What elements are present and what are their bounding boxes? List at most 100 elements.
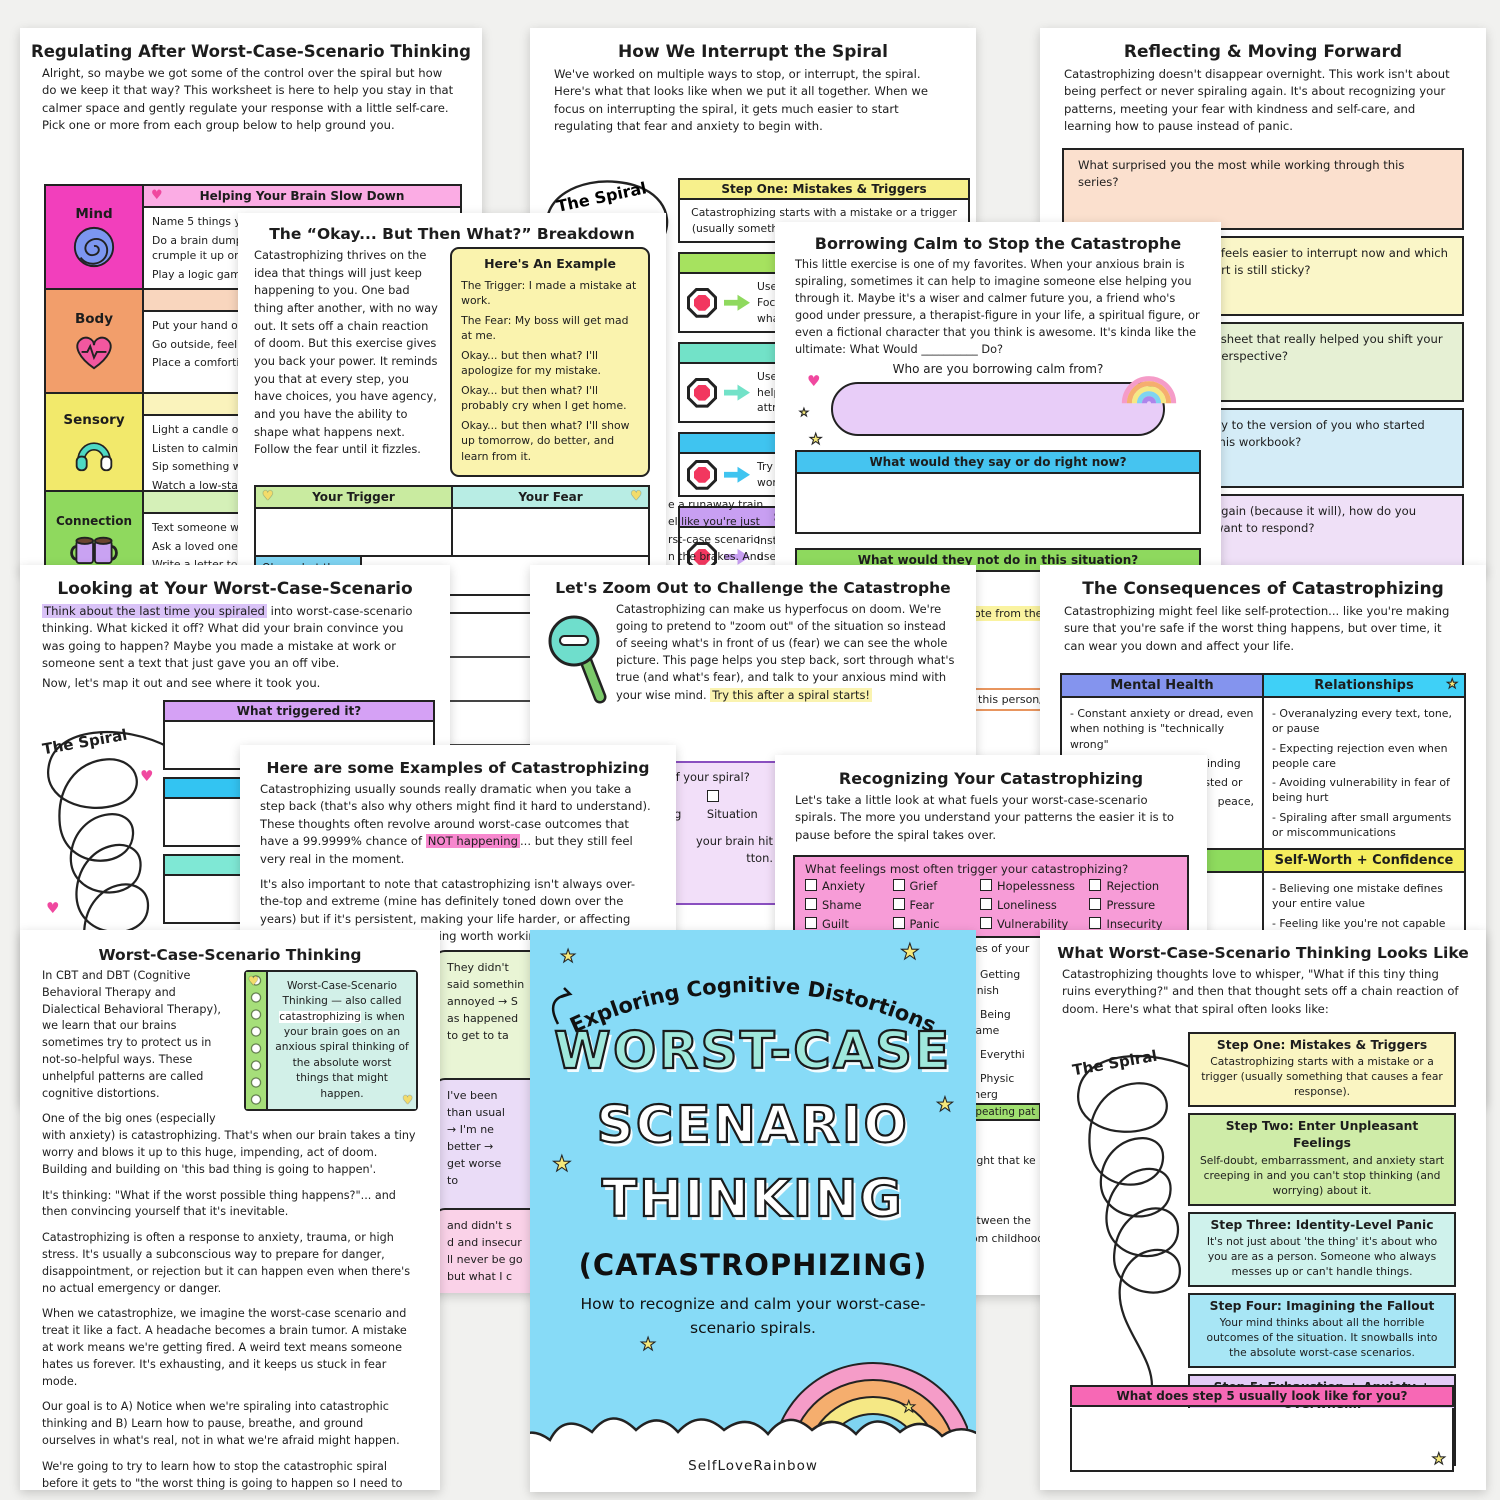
- checkbox-icon[interactable]: [805, 898, 817, 910]
- feeling-option: Loneliness: [980, 898, 1089, 912]
- feelings-grid: Anxiety Grief Hopelessness Rejection Sha…: [805, 879, 1177, 931]
- heart-icon: [248, 972, 259, 990]
- option-label: Guilt: [822, 917, 849, 931]
- row-label-text: Sensory: [63, 411, 125, 428]
- step-body: It's not just about 'the thing' it's abo…: [1206, 1234, 1438, 1278]
- mugs-icon: [70, 536, 118, 564]
- page-cover: Exploring Cognitive Distortions WORST-CA…: [530, 930, 976, 1492]
- feeling-option: Pressure: [1089, 898, 1177, 912]
- arrow-right-icon: [724, 384, 750, 401]
- checkbox-icon[interactable]: [980, 898, 993, 910]
- intro-text: Think about the last time you spiraled i…: [42, 603, 428, 673]
- checkbox-icon[interactable]: [805, 917, 817, 929]
- row-label-sensory: Sensory: [46, 394, 144, 490]
- column-header-selfworth: Self-Worth + Confidence: [1262, 848, 1464, 874]
- list-item: Light a candle or s: [152, 423, 252, 436]
- question-header: What would they say or do right now?: [797, 451, 1199, 474]
- name-input-pill[interactable]: [831, 375, 1177, 436]
- question-text: What feelings most often trigger your ca…: [805, 862, 1129, 876]
- page-title: Here are some Examples of Catastrophizin…: [266, 759, 650, 777]
- option-label: Everythi: [980, 1048, 1025, 1061]
- star-icon: [1432, 1449, 1446, 1468]
- row-label-connection: Connection: [46, 492, 144, 573]
- step-box-3: Step Three: Identity-Level Panic It's not…: [1188, 1211, 1456, 1287]
- option-situation: Situation: [706, 789, 773, 823]
- checkbox-icon[interactable]: [980, 917, 993, 929]
- checkbox-icon[interactable]: [1089, 898, 1102, 910]
- answer-box[interactable]: [1070, 1408, 1454, 1472]
- checkbox-icon[interactable]: [892, 898, 905, 910]
- highlighted-text: NOT happening: [425, 834, 520, 849]
- writing-line[interactable]: [254, 658, 650, 702]
- spiral-binding-strip: [246, 972, 268, 1109]
- feeling-option: Insecurity: [1089, 917, 1177, 931]
- intro-rest: into worst-case-scenario thinking. What …: [42, 604, 413, 671]
- feeling-option: Guilt: [805, 917, 893, 931]
- paragraph: We're going to try to learn how to stop …: [42, 1459, 403, 1490]
- checkbox-icon[interactable]: [1089, 879, 1102, 891]
- highlighted-term: catastrophizing: [279, 1010, 361, 1023]
- highlighted-text: Think about the last time you spiraled: [42, 604, 267, 618]
- paragraph: Our goal is to A) Notice when we're spir…: [42, 1400, 400, 1447]
- answer-cell[interactable]: [453, 508, 650, 557]
- paragraph: Catastrophizing is often a response to a…: [42, 1231, 411, 1295]
- cover-title-line4: (CATASTROPHIZING): [578, 1248, 928, 1282]
- heartbeat-icon: [76, 336, 112, 369]
- question-header: What does step 5 usually look like for y…: [1070, 1385, 1454, 1407]
- page-title: What Worst-Case-Scenario Thinking Looks …: [1057, 944, 1469, 962]
- writing-line[interactable]: [254, 702, 650, 746]
- checkbox-icon[interactable]: [980, 879, 993, 891]
- list-item: Listen to calming m: [152, 441, 259, 455]
- answer-box[interactable]: [797, 473, 1199, 532]
- intro-text: Catastrophizing might feel like self-pro…: [1064, 604, 1450, 653]
- page-title: Let's Zoom Out to Challenge the Catastro…: [555, 579, 951, 597]
- reflection-box[interactable]: What surprised you the most while workin…: [1062, 148, 1464, 230]
- step-box-1: Step One: Mistakes & Triggers Catastrophi…: [1188, 1032, 1456, 1108]
- column-header-text: Your Trigger: [312, 489, 395, 504]
- headphones-icon: [75, 441, 113, 471]
- arrow-right-icon: [724, 466, 750, 483]
- page-title: Looking at Your Worst-Case-Scenario: [57, 579, 413, 599]
- list-item: Ask a loved one for: [152, 539, 257, 553]
- example-box: Here's An Example The Trigger: I made a …: [450, 247, 650, 477]
- question-header: What triggered it?: [165, 702, 433, 722]
- heart-icon: [140, 767, 153, 785]
- relationships-cell: - Overanalyzing every text, tone, or pau…: [1262, 698, 1464, 849]
- checkbox-icon[interactable]: [805, 879, 817, 891]
- option-label: Fear: [909, 898, 935, 912]
- intro-line2: Now, let's map it out and see where it t…: [42, 675, 321, 690]
- cover-title-line3: THINKING: [601, 1170, 905, 1229]
- spiral-doodle: The Spiral: [542, 174, 674, 278]
- page-wcs-thinking: Worst-Case-Scenario Thinking Worst-Case-…: [20, 930, 440, 1490]
- star-icon: [1446, 677, 1458, 692]
- step-box-1: Step One: Mistakes & Triggers Catastroph…: [678, 178, 970, 244]
- list-item: - Avoiding vulnerability in fear of bein…: [1272, 776, 1450, 805]
- heart-icon: [46, 899, 59, 917]
- list-item: Text someone with c: [152, 521, 263, 534]
- writing-line[interactable]: [254, 614, 650, 658]
- answer-cell[interactable]: [254, 508, 453, 557]
- heart-icon: [151, 188, 163, 203]
- list-item-fragment: peace,: [1217, 795, 1254, 809]
- example-line: Okay... but then what? I'll show up tomo…: [461, 419, 630, 463]
- checkbox-icon[interactable]: [892, 917, 905, 929]
- spiral-doodle: The Spiral: [28, 715, 178, 1089]
- cover-title-line2: SCENARIO: [596, 1096, 910, 1155]
- intro-text: Let's take a little look at what fuels y…: [795, 793, 1175, 842]
- page-title: Worst-Case-Scenario Thinking: [98, 946, 362, 964]
- option-label: Situation: [706, 807, 758, 822]
- list-item: - Spiraling after small arguments or mis…: [1272, 810, 1452, 839]
- spiral-doodle: The Spiral: [1058, 1038, 1208, 1442]
- heart-icon: [402, 1091, 413, 1109]
- star-icon: [809, 430, 822, 448]
- checkbox-icon[interactable]: [1089, 917, 1102, 929]
- heart-icon: [262, 489, 274, 504]
- checkbox-icon[interactable]: [706, 790, 719, 803]
- kicker-arc: Exploring Cognitive Distortions: [551, 973, 940, 1038]
- intro-main: Catastrophizing can make us hyperfocus o…: [616, 602, 955, 702]
- example-title: Here's An Example: [484, 256, 616, 271]
- checkbox-icon[interactable]: [892, 879, 905, 891]
- row-label-text: Connection: [55, 513, 133, 528]
- table-body-row: [254, 508, 650, 557]
